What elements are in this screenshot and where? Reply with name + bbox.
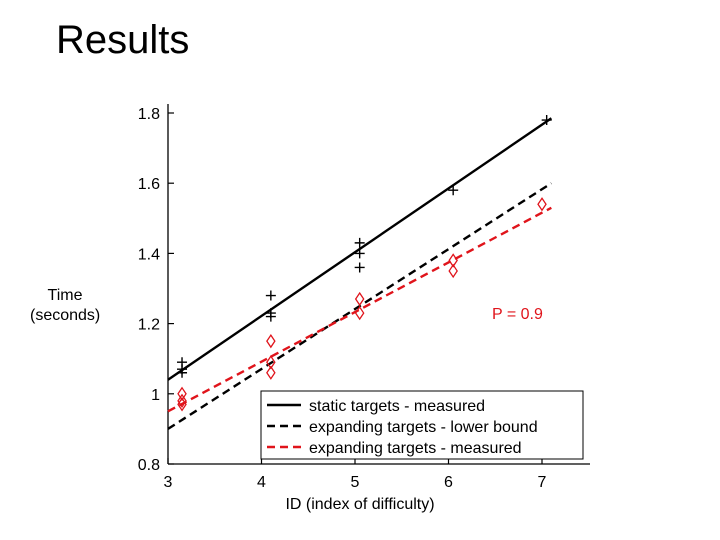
plus-marker <box>177 367 188 378</box>
diamond-marker <box>266 355 276 370</box>
x-tick-label: 3 <box>164 474 173 491</box>
p-value-annotation: P = 0.9 <box>492 306 543 323</box>
diamond-marker <box>448 253 458 268</box>
data-points <box>177 115 552 412</box>
diamond-marker <box>177 386 187 401</box>
y-tick-label: 1.2 <box>138 317 160 334</box>
plus-marker <box>448 185 459 196</box>
x-tick-label: 5 <box>351 474 360 491</box>
y-tick-label: 1 <box>151 387 160 404</box>
y-tick-label: 1.4 <box>138 246 160 263</box>
x-tick-label: 6 <box>444 474 453 491</box>
chart-axes: 0.8 1 1.2 1.4 1.6 1.8 3 4 5 6 7 <box>138 104 590 491</box>
plus-marker <box>265 311 276 322</box>
x-tick-label: 4 <box>257 474 266 491</box>
diamond-marker <box>177 397 187 412</box>
slide-title: Results <box>56 18 190 62</box>
legend-box <box>260 390 584 460</box>
y-tick-label: 1.6 <box>138 176 160 193</box>
plus-marker <box>354 248 365 259</box>
x-tick-label: 7 <box>538 474 547 491</box>
plus-marker <box>541 115 552 126</box>
diamond-marker <box>354 305 365 321</box>
plus-marker <box>265 290 276 301</box>
plus-marker <box>354 237 365 248</box>
y-tick-label: 1.8 <box>138 106 160 123</box>
fit-line <box>167 206 552 413</box>
diamond-marker <box>266 365 276 380</box>
legend-label: expanding targets - measured <box>309 440 522 457</box>
x-axis-label: ID (index of difficulty) <box>285 496 435 513</box>
y-tick-label: 0.8 <box>138 457 160 474</box>
legend-label: expanding targets - lower bound <box>309 419 538 436</box>
diamond-marker <box>266 333 276 349</box>
fit-lines <box>167 117 553 430</box>
plus-marker <box>354 262 365 273</box>
diamond-marker <box>537 197 547 212</box>
legend: static targets - measured expanding targe… <box>260 390 584 460</box>
diamond-marker <box>177 393 187 408</box>
diamond-marker <box>448 263 458 279</box>
y-axis-label: Time (seconds) <box>30 287 101 324</box>
legend-label: static targets - measured <box>309 398 485 415</box>
diamond-marker <box>354 291 365 307</box>
